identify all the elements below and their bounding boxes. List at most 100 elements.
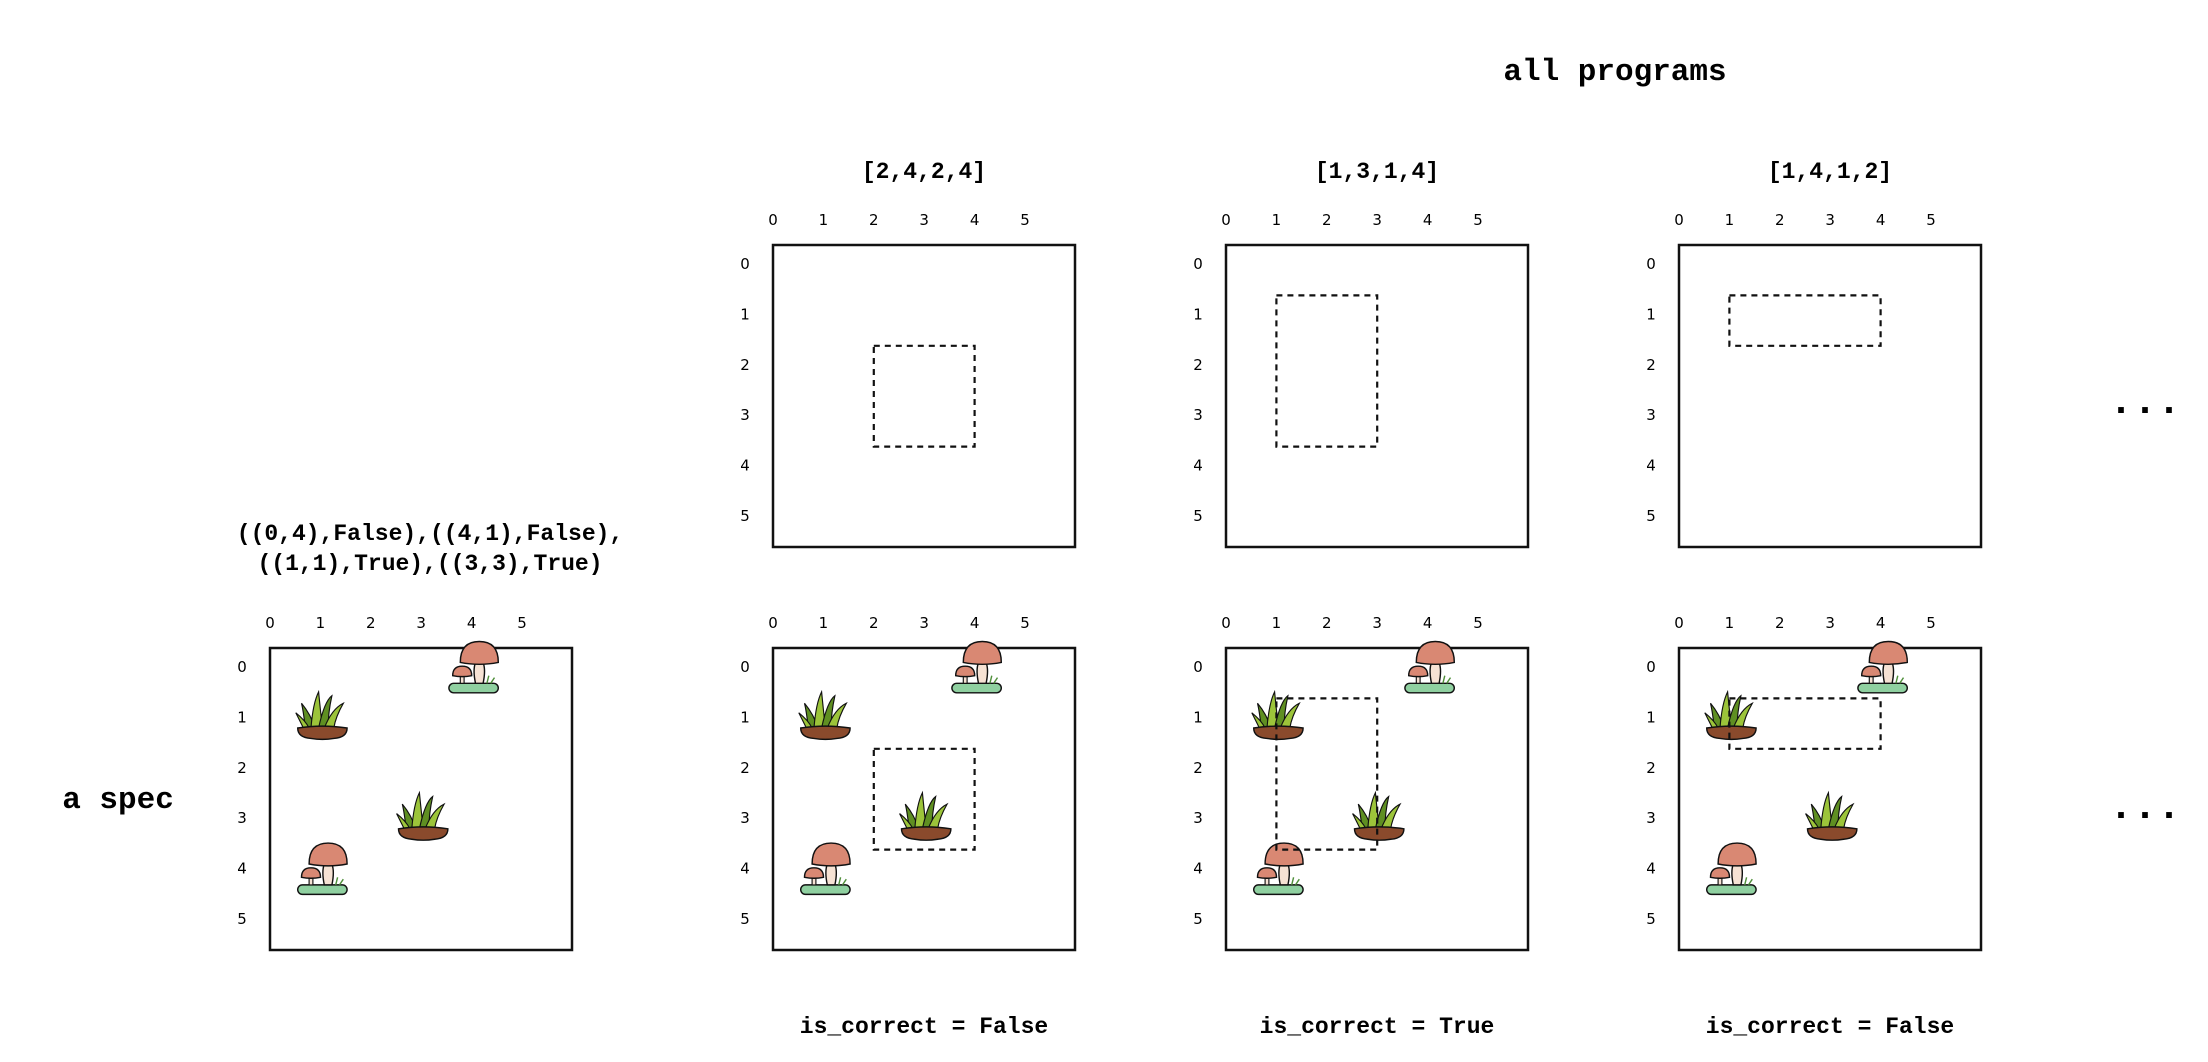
program-verdict: is_correct = False [800,1014,1048,1040]
x-tick-label: 2 [1775,614,1785,632]
y-tick-label: 0 [740,255,750,273]
y-tick-label: 2 [1193,759,1203,777]
spec-label: a spec [62,783,174,818]
y-tick-label: 5 [1193,507,1203,525]
y-tick-label: 2 [740,356,750,374]
grid-frame [1677,243,1983,549]
grass-icon [295,689,348,741]
x-tick-label: 0 [1674,614,1684,632]
y-tick-label: 3 [1193,809,1203,827]
y-tick-label: 2 [740,759,750,777]
program-label: [2,4,2,4] [862,159,986,185]
y-tick-label: 1 [237,708,247,726]
x-tick-label: 0 [1221,614,1231,632]
y-tick-label: 3 [237,809,247,827]
y-tick-label: 5 [237,910,247,928]
y-tick-label: 1 [1646,305,1656,323]
x-tick-label: 1 [316,614,326,632]
grid-frame [771,243,1077,549]
x-tick-label: 5 [1020,211,1030,229]
x-tick-label: 1 [1272,211,1282,229]
x-tick-label: 3 [919,614,929,632]
y-tick-label: 0 [1193,658,1203,676]
spec-text-line2: ((1,1),True),((3,3),True) [257,551,602,577]
x-tick-label: 0 [768,211,778,229]
y-tick-label: 0 [1193,255,1203,273]
x-tick-label: 2 [869,614,879,632]
x-tick-label: 3 [1372,614,1382,632]
ellipsis-bottom: ... [2109,786,2181,831]
grass-icon [1251,689,1304,741]
x-tick-label: 5 [1926,211,1936,229]
grass-icon [396,790,449,841]
mushroom-icon [1857,640,1909,694]
y-tick-label: 0 [1646,658,1656,676]
grass-icon [1805,790,1858,841]
x-tick-label: 3 [1825,614,1835,632]
y-tick-label: 5 [1646,910,1656,928]
x-tick-label: 2 [1322,614,1332,632]
y-tick-label: 5 [740,910,750,928]
mushroom-icon [951,640,1003,694]
x-tick-label: 0 [265,614,275,632]
x-tick-label: 0 [1674,211,1684,229]
y-tick-label: 3 [1646,809,1656,827]
y-tick-label: 0 [740,658,750,676]
program-verdict: is_correct = False [1706,1014,1954,1040]
y-tick-label: 1 [1193,708,1203,726]
x-tick-label: 5 [1926,614,1936,632]
x-tick-label: 3 [919,211,929,229]
y-tick-label: 4 [1646,860,1656,878]
header-title: all programs [1503,55,1726,90]
grass-icon [1704,689,1757,741]
y-tick-label: 1 [740,708,750,726]
program-rectangle [1728,697,1882,750]
program-rectangle [872,344,976,448]
x-tick-label: 4 [970,211,980,229]
y-tick-label: 4 [1193,457,1203,475]
x-tick-label: 4 [970,614,980,632]
y-tick-label: 2 [1646,356,1656,374]
program-verdict: is_correct = True [1260,1014,1495,1040]
y-tick-label: 5 [1646,507,1656,525]
x-tick-label: 4 [1876,211,1886,229]
y-tick-label: 2 [1646,759,1656,777]
x-tick-label: 0 [768,614,778,632]
program-label: [1,4,1,2] [1768,159,1892,185]
x-tick-label: 4 [467,614,477,632]
y-tick-label: 4 [237,860,247,878]
y-tick-label: 5 [1193,910,1203,928]
program-rectangle [872,747,976,851]
grid-frame [771,646,1077,952]
x-tick-label: 0 [1221,211,1231,229]
y-tick-label: 1 [740,305,750,323]
y-tick-label: 1 [1646,708,1656,726]
x-tick-label: 1 [1725,614,1735,632]
grid-program-top-0: 0 0 1 1 2 2 3 3 4 4 5 5 [740,211,1077,549]
x-tick-label: 4 [1423,211,1433,229]
program-label: [1,3,1,4] [1315,159,1439,185]
grass-icon [798,689,851,741]
program-rectangle [1275,294,1379,448]
spec-text-line1: ((0,4),False),((4,1),False), [237,521,623,547]
x-tick-label: 5 [1020,614,1030,632]
x-tick-label: 2 [1322,211,1332,229]
grid-frame [268,646,574,952]
x-tick-label: 3 [416,614,426,632]
y-tick-label: 3 [1193,406,1203,424]
x-tick-label: 1 [1725,211,1735,229]
mushroom-icon [1404,640,1456,694]
x-tick-label: 4 [1423,614,1433,632]
grid-program-bottom-2: 0 0 1 1 2 2 3 3 4 4 5 5 [1646,614,1983,952]
grid-program-top-1: 0 0 1 1 2 2 3 3 4 4 5 5 [1193,211,1530,549]
program-rectangle [1275,697,1379,851]
grid-program-bottom-1: 0 0 1 1 2 2 3 3 4 4 5 5 [1193,614,1530,952]
grids-layer: 0 0 1 1 2 2 3 3 4 4 5 5 0 0 1 1 2 2 3 3 4 4 5 5 0 0 1 1 2 2 3 3 4 4 5 5 0 0 1 1… [237,211,1983,952]
x-tick-label: 1 [819,614,829,632]
mushroom-icon [799,842,851,896]
x-tick-label: 1 [1272,614,1282,632]
y-tick-label: 3 [1646,406,1656,424]
y-tick-label: 4 [1646,457,1656,475]
x-tick-label: 5 [517,614,527,632]
y-tick-label: 2 [237,759,247,777]
